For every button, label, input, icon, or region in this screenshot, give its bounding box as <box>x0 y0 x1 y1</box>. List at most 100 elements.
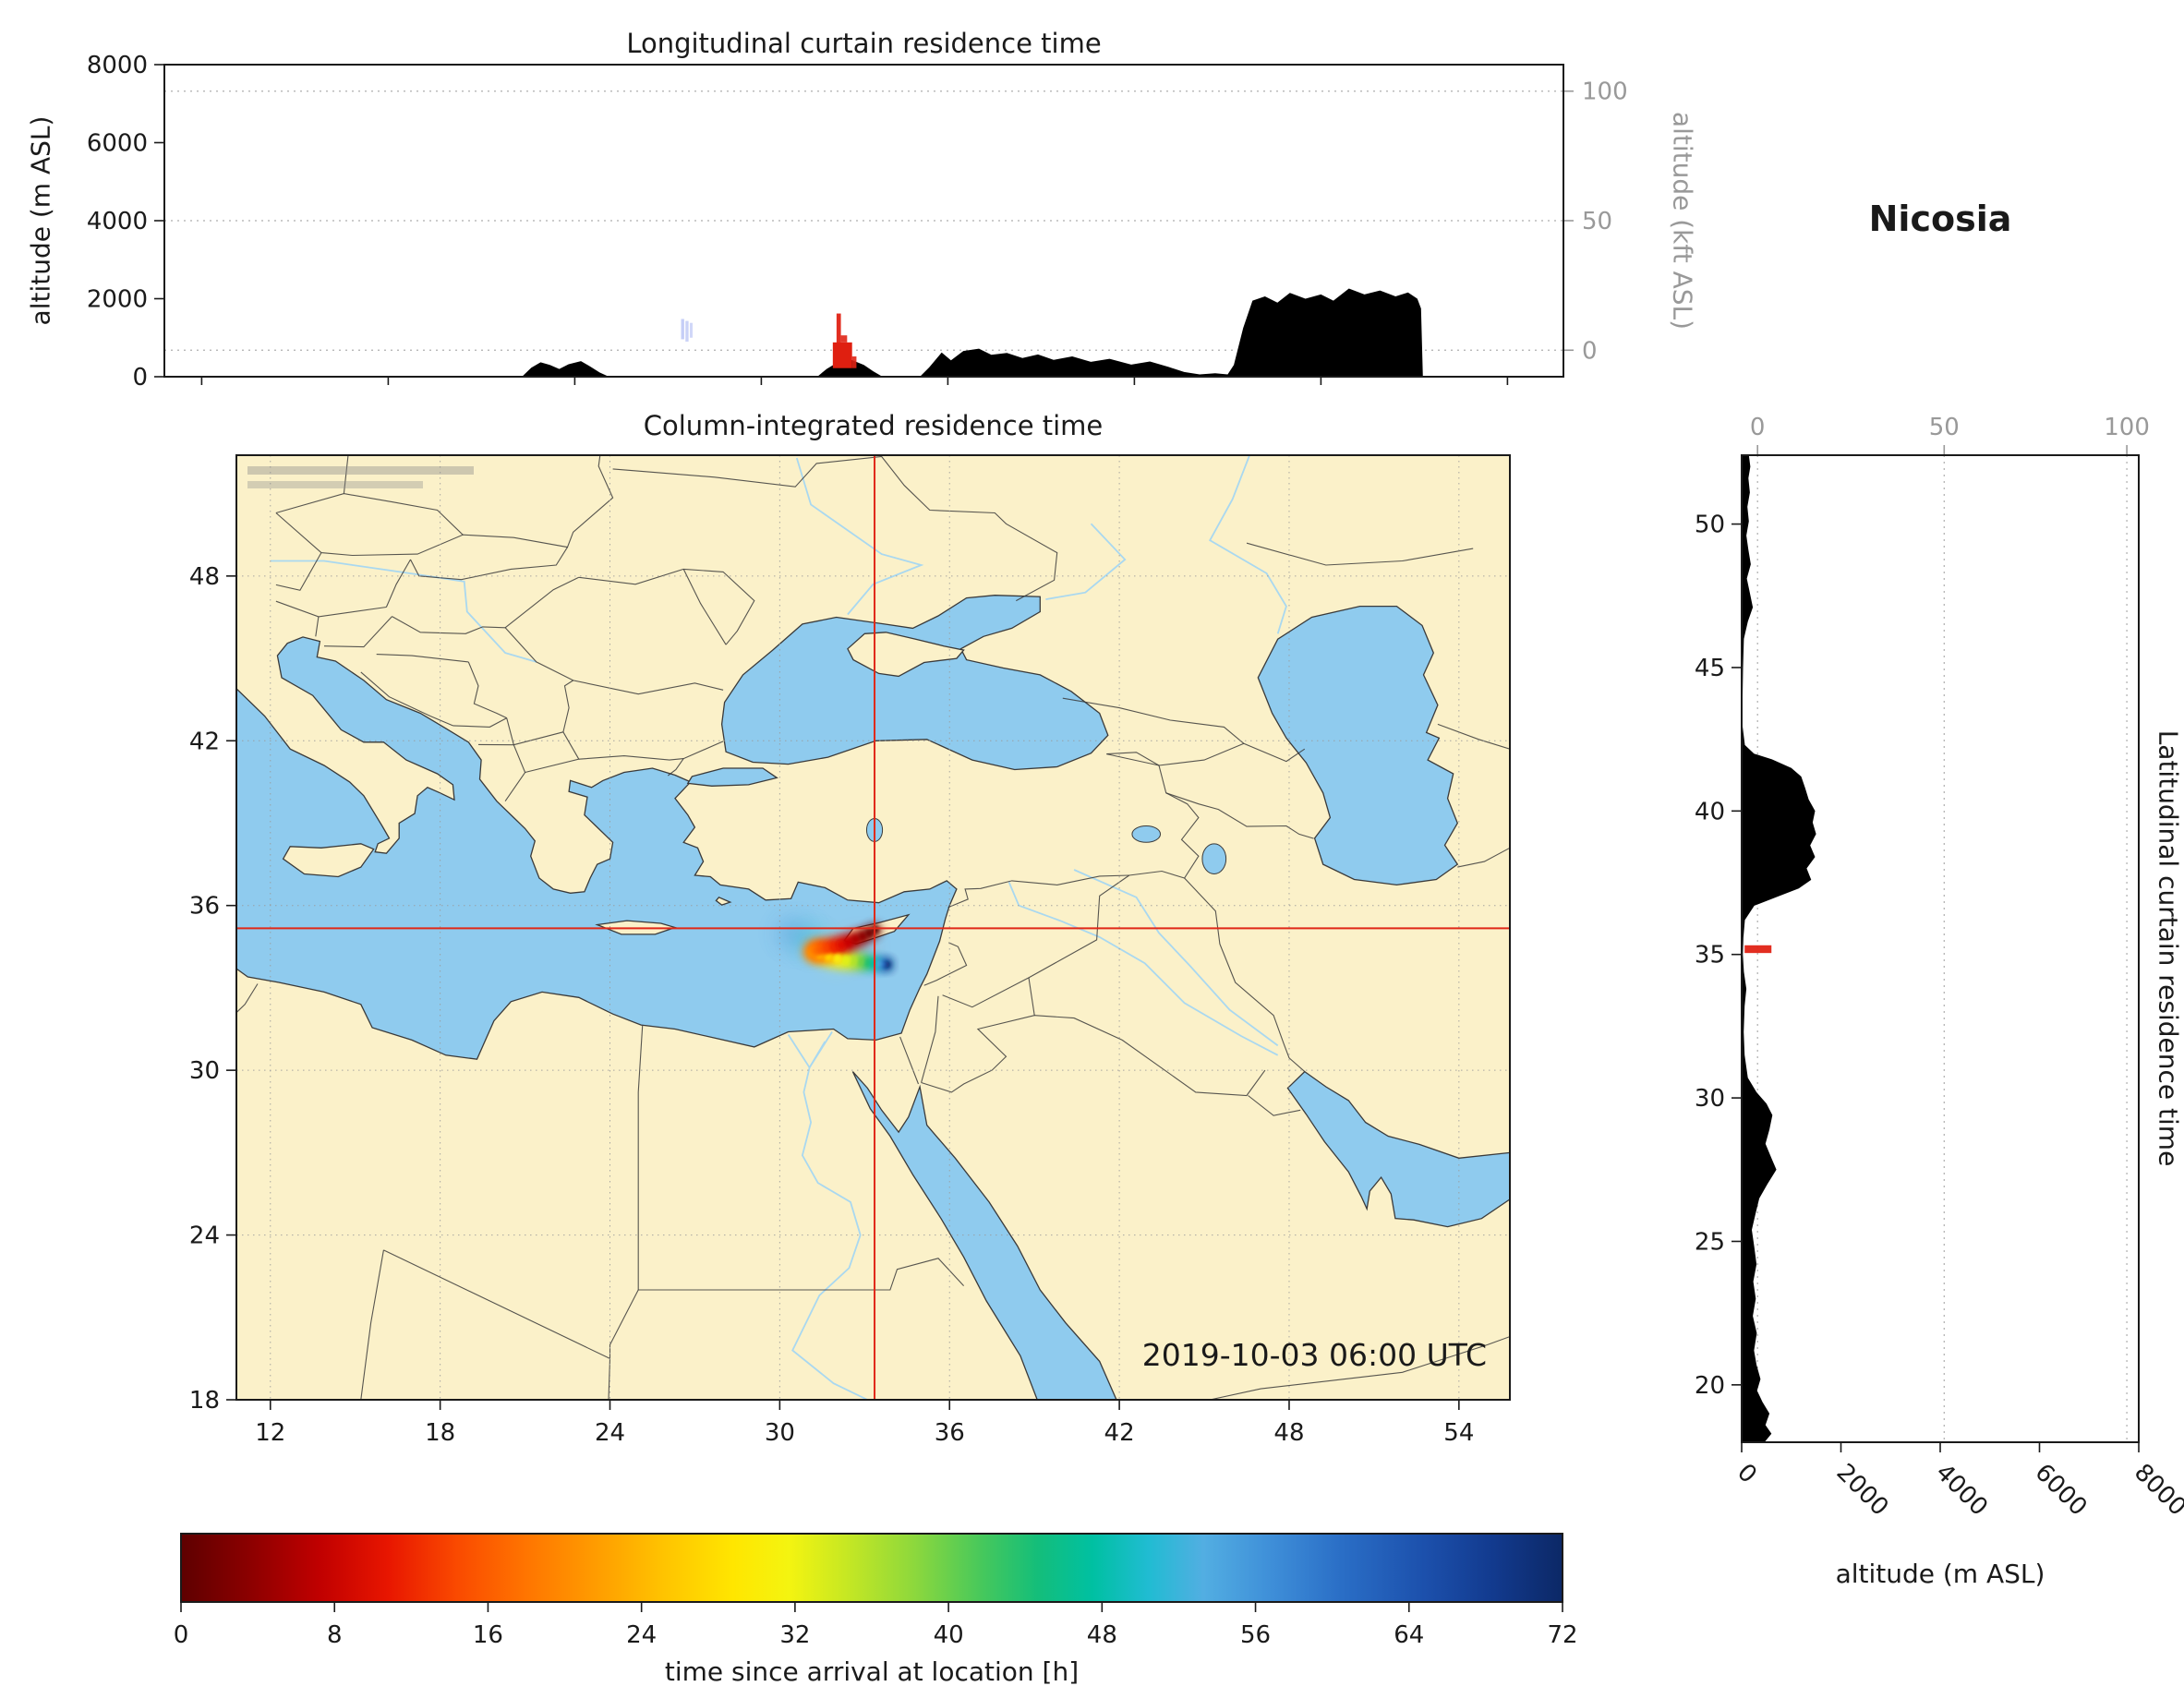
colorbar-tick-label: 48 <box>1087 1621 1117 1649</box>
map-lon-tick-label: 30 <box>765 1419 795 1447</box>
sea-of-marmara <box>686 767 778 787</box>
alt-tick-label: 2000 <box>87 286 148 314</box>
lake <box>1201 843 1227 874</box>
country-border <box>921 995 939 1083</box>
map-lat-tick-label: 30 <box>189 1057 220 1085</box>
country-border <box>608 1358 611 1400</box>
lat-tick-label: 35 <box>1695 942 1725 969</box>
plume-curtain-patch <box>1744 945 1772 954</box>
alt-tick-label: 8000 <box>87 52 148 79</box>
plume-blob-core <box>855 957 865 967</box>
alt-tick-label: 6000 <box>2030 1459 2093 1522</box>
country-border <box>683 568 755 645</box>
plume-curtain-patch <box>681 319 684 340</box>
colorbar-tick-label: 40 <box>934 1621 964 1649</box>
river <box>1208 455 1287 634</box>
colorbar-tick-label: 8 <box>327 1621 343 1649</box>
country-border <box>275 552 322 591</box>
watermark-line <box>247 466 474 475</box>
lat-tick-label: 45 <box>1695 655 1725 682</box>
country-border <box>323 616 392 648</box>
alt-tick-label: 0 <box>1732 1459 1762 1489</box>
map-lon-tick-label: 54 <box>1443 1419 1474 1447</box>
country-border <box>343 455 349 494</box>
country-border <box>1210 1336 1510 1400</box>
longitudinal-panel: 100 50 0 0 2000 4000 6000 8000 <box>87 52 1628 391</box>
plume-blob-core <box>858 932 867 941</box>
lat-tick-label: 25 <box>1695 1228 1725 1256</box>
map-lat-tick-label: 42 <box>189 728 220 755</box>
country-border <box>504 576 580 629</box>
colorbar-tick-label: 56 <box>1240 1621 1271 1649</box>
plume-blob-core <box>865 929 874 937</box>
country-border <box>1248 1095 1301 1116</box>
map-lon-tick-label: 12 <box>255 1419 285 1447</box>
colorbar-frame <box>180 1533 1563 1603</box>
kft-tick-label: 50 <box>1582 208 1612 235</box>
kft-tick-label: 0 <box>1750 414 1766 441</box>
map-lon-tick-label: 24 <box>595 1419 625 1447</box>
country-border <box>1184 877 1306 1073</box>
colorbar-tick-label: 24 <box>626 1621 657 1649</box>
river <box>1008 882 1279 1056</box>
country-border <box>504 627 724 695</box>
river <box>1073 869 1279 1047</box>
alt-tick-label: 0 <box>132 364 148 391</box>
plume-curtain-patch <box>685 320 689 342</box>
red-sea <box>851 1071 1117 1400</box>
lat-tick-label: 20 <box>1695 1372 1725 1400</box>
country-border <box>360 1249 384 1400</box>
country-border <box>1106 752 1200 879</box>
river <box>795 457 924 616</box>
lat-tick-label: 50 <box>1695 512 1725 539</box>
colorbar-gradient-bar <box>181 1534 1563 1602</box>
country-border <box>1062 697 1306 763</box>
country-border <box>376 654 469 663</box>
river <box>787 1034 811 1068</box>
latitudinal-frame <box>1741 454 2140 1443</box>
river <box>791 1041 868 1400</box>
country-border <box>467 661 507 719</box>
plume-blob-core <box>831 953 843 964</box>
map-frame <box>235 454 1511 1401</box>
colorbar: 0 8 16 24 32 40 48 56 64 72 <box>174 1533 1578 1649</box>
colorbar-tick-label: 16 <box>473 1621 503 1649</box>
black-sea <box>720 595 1109 771</box>
map-lat-tick-label: 18 <box>189 1387 220 1415</box>
country-border <box>513 731 580 774</box>
country-border <box>638 1258 965 1291</box>
country-border <box>360 671 453 727</box>
caspian-sea <box>1257 605 1459 886</box>
country-border <box>578 568 684 585</box>
country-border <box>504 717 526 802</box>
longitudinal-frame <box>163 64 1564 378</box>
colorbar-tick-label: 32 <box>779 1621 810 1649</box>
country-border <box>392 616 506 634</box>
country-border <box>899 1036 920 1085</box>
map-lon-tick-label: 42 <box>1104 1419 1135 1447</box>
alt-tick-label: 6000 <box>87 130 148 158</box>
plume-blob-core <box>851 934 861 945</box>
country-border <box>921 977 1035 1093</box>
country-border <box>637 1025 644 1290</box>
plume-blob-core <box>848 956 859 966</box>
alt-tick-label: 2000 <box>1831 1459 1894 1522</box>
country-border <box>1437 723 1510 750</box>
map-lat-tick-label: 36 <box>189 893 220 921</box>
country-border <box>1457 847 1510 868</box>
country-border <box>410 547 568 581</box>
country-border <box>942 977 1030 1008</box>
plume-curtain-patch <box>836 313 841 347</box>
lake <box>1131 825 1162 843</box>
alt-tick-label: 8000 <box>2129 1459 2184 1522</box>
plume-blob-core <box>863 958 872 967</box>
alt-tick-label: 4000 <box>1930 1459 1993 1522</box>
colorbar-tick-label: 64 <box>1394 1621 1424 1649</box>
map-lat-tick-label: 48 <box>189 563 220 591</box>
country-border <box>385 559 411 608</box>
country-border <box>452 717 507 728</box>
country-border <box>667 758 684 777</box>
lat-tick-label: 30 <box>1695 1085 1725 1113</box>
